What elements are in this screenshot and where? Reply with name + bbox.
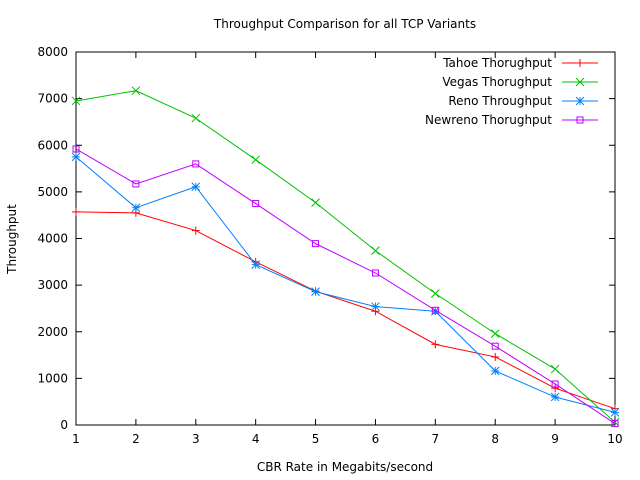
legend-item: Tahoe Thorughput: [442, 56, 598, 70]
legend-label: Newreno Thorughput: [425, 113, 552, 127]
data-point: [371, 269, 379, 277]
data-point: [430, 289, 440, 298]
data-point: [71, 152, 81, 162]
series-vegas-thorughput: [71, 86, 620, 427]
data-point: [72, 207, 80, 216]
series-newreno-thorughput: [72, 145, 619, 428]
legend: Tahoe Thorughput Vegas Thorughput Reno Thr…: [425, 56, 598, 127]
data-point: [610, 408, 620, 417]
data-point: [71, 96, 81, 106]
data-point: [551, 380, 559, 388]
data-point: [431, 340, 440, 349]
data-point: [251, 155, 261, 165]
data-point: [491, 342, 499, 350]
y-tick-label: 6000: [37, 138, 68, 152]
series-line: [75, 148, 616, 425]
series-layer: [71, 86, 620, 428]
legend-swatch-marker: [575, 96, 585, 106]
y-tick-label: 5000: [37, 185, 68, 199]
data-point: [191, 113, 201, 123]
legend-label: Tahoe Thorughput: [442, 56, 552, 70]
legend-swatch-marker: [576, 59, 584, 67]
x-tick-label: 6: [372, 432, 380, 446]
y-tick-label: 3000: [37, 278, 68, 292]
data-point: [311, 198, 320, 207]
series-line: [75, 156, 616, 413]
data-point: [490, 366, 500, 376]
x-tick-label: 8: [491, 432, 499, 446]
x-tick-label: 9: [551, 432, 559, 446]
data-point: [312, 240, 320, 248]
y-tick-label: 1000: [37, 371, 68, 385]
x-tick-label: 4: [252, 432, 260, 446]
series-line: [75, 211, 616, 410]
data-point: [191, 182, 201, 192]
x-axis-title: CBR Rate in Megabits/second: [257, 460, 433, 474]
data-point: [192, 160, 200, 168]
legend-swatch-marker: [575, 77, 585, 87]
legend-label: Reno Throughput: [448, 94, 552, 108]
legend-swatch-marker: [576, 116, 584, 124]
y-tick-label: 0: [60, 418, 68, 432]
y-tick-label: 7000: [37, 92, 68, 106]
x-tick-label: 2: [132, 432, 140, 446]
series-tahoe-thorughput: [72, 207, 619, 413]
data-point: [72, 145, 80, 153]
x-tick-label: 7: [432, 432, 440, 446]
y-tick-label: 8000: [37, 45, 68, 59]
legend-item: Vegas Thorughput: [442, 75, 598, 89]
data-point: [490, 329, 500, 338]
series-reno-throughput: [71, 152, 620, 417]
data-point: [311, 287, 320, 297]
y-tick-label: 2000: [37, 325, 68, 339]
data-point: [550, 364, 560, 374]
data-point: [550, 392, 560, 402]
chart-title: Throughput Comparison for all TCP Varian…: [213, 17, 476, 31]
y-axis-title: Throughput: [5, 204, 19, 275]
series-line: [75, 90, 616, 423]
legend-label: Vegas Thorughput: [442, 75, 552, 89]
data-point: [131, 86, 141, 96]
x-tick-label: 1: [72, 432, 80, 446]
x-tick-label: 5: [312, 432, 320, 446]
data-point: [191, 226, 200, 235]
data-point: [551, 384, 560, 393]
x-tick-label: 3: [192, 432, 200, 446]
x-tick-label: 10: [607, 432, 622, 446]
data-point: [491, 352, 500, 361]
data-point: [252, 200, 260, 208]
data-point: [431, 306, 439, 314]
legend-item: Reno Throughput: [448, 94, 598, 108]
data-point: [251, 260, 261, 269]
y-tick-label: 4000: [37, 232, 68, 246]
data-point: [131, 203, 141, 213]
data-point: [611, 420, 619, 428]
legend-item: Newreno Thorughput: [425, 113, 598, 127]
data-point: [371, 302, 380, 311]
data-point: [371, 246, 380, 255]
data-point: [132, 180, 140, 188]
